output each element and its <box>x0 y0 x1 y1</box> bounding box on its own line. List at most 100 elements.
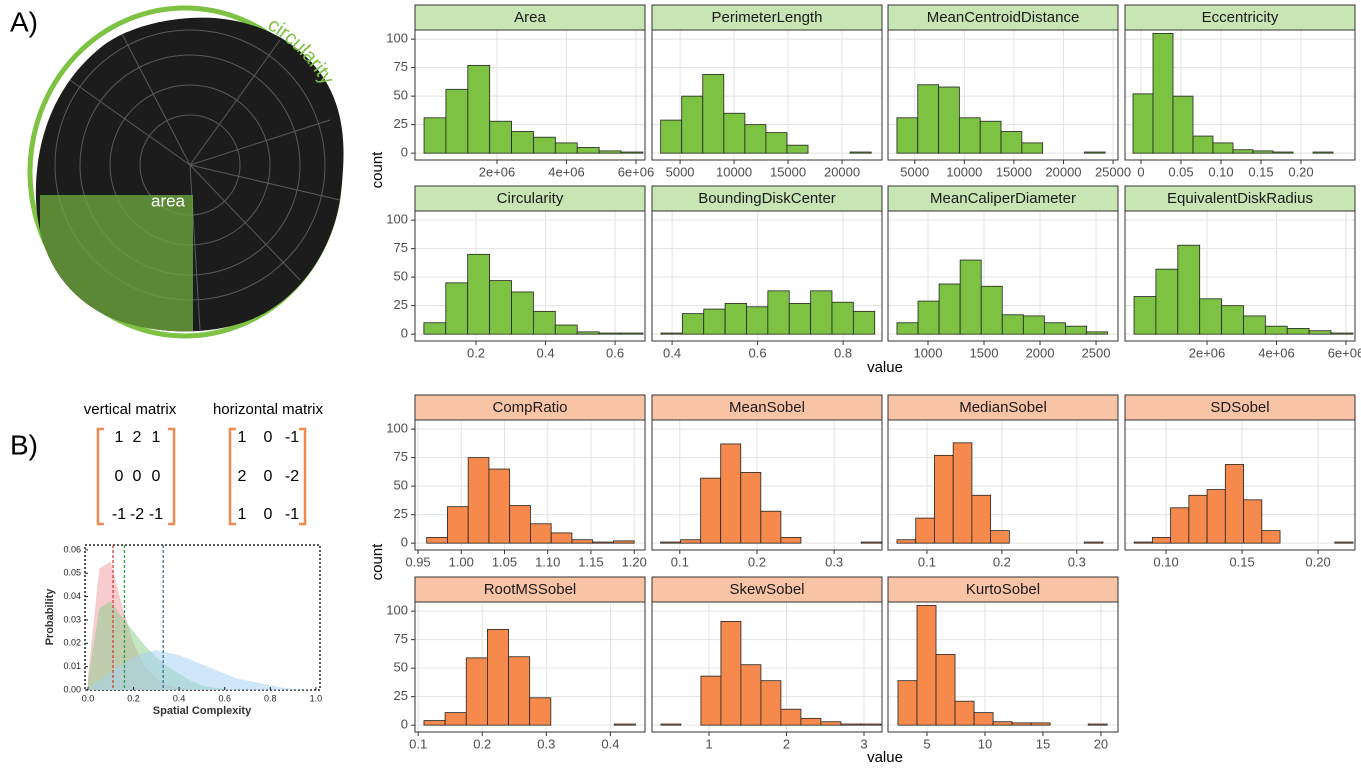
bar <box>980 121 1001 153</box>
bar <box>577 332 599 334</box>
bar <box>681 540 701 543</box>
bar <box>1156 269 1178 334</box>
bar <box>490 281 512 335</box>
bar <box>533 137 555 153</box>
x-tick-label: 0.10 <box>1153 554 1178 569</box>
x-tick-label: 0.6 <box>218 693 231 703</box>
x-tick-label: 0.2 <box>467 345 485 360</box>
bar <box>1309 331 1331 334</box>
y-tick-label: 0.02 <box>63 638 81 648</box>
y-tick-label: 25 <box>394 506 408 521</box>
x-tick-label: 0.20 <box>1305 554 1330 569</box>
bar <box>916 518 935 543</box>
bar <box>593 542 614 543</box>
area-label: area <box>151 191 186 210</box>
y-axis-title: count <box>369 151 386 189</box>
bar <box>917 605 936 725</box>
bar <box>468 254 490 334</box>
bar <box>811 291 832 334</box>
page: area circularity A) B) vertical matrix h… <box>0 0 1361 768</box>
bar <box>897 118 918 153</box>
y-tick-label: 50 <box>394 660 408 675</box>
bar <box>918 85 939 153</box>
x-tick-label: 20000 <box>1045 164 1081 179</box>
x-tick-label: 2500 <box>1082 345 1111 360</box>
bar <box>721 444 741 543</box>
x-tick-label: 0.15 <box>1229 554 1254 569</box>
bar <box>555 325 577 334</box>
bar <box>510 506 531 544</box>
bar <box>509 657 530 725</box>
matrix-entry: 0 <box>115 468 124 485</box>
bar <box>1313 152 1333 153</box>
bar <box>1193 136 1213 153</box>
y-tick-label: 75 <box>394 631 408 646</box>
x-tick-label: 0.2 <box>748 554 766 569</box>
facet-title: KurtoSobel <box>966 581 1040 598</box>
y-tick-label: 50 <box>394 269 408 284</box>
facet-title: SDSobel <box>1210 399 1269 416</box>
matrix-entry: -1 <box>285 506 299 523</box>
bar <box>424 118 446 153</box>
bar <box>821 722 841 725</box>
x-tick-label: 2000 <box>1026 345 1055 360</box>
bar <box>682 314 703 335</box>
bar <box>1233 150 1253 153</box>
bar <box>960 260 981 334</box>
y-tick-label: 50 <box>394 88 408 103</box>
y-tick-label: 100 <box>386 603 408 618</box>
bar <box>427 537 448 543</box>
bar <box>1287 328 1309 334</box>
facet-title: Area <box>514 9 546 26</box>
bar <box>424 721 445 726</box>
bar <box>1023 316 1044 334</box>
bar <box>1044 323 1065 334</box>
facet-title: Circularity <box>497 190 564 207</box>
bar <box>934 455 953 543</box>
bar <box>1171 508 1189 543</box>
bar <box>577 147 599 153</box>
bracket <box>299 429 305 524</box>
x-tick-label: 15000 <box>996 164 1032 179</box>
facet-title: PerimeterLength <box>712 9 823 26</box>
y-tick-label: 0 <box>401 717 408 732</box>
x-tick-label: 15000 <box>770 164 806 179</box>
y-tick-label: 0.05 <box>63 568 81 578</box>
bar <box>572 540 593 543</box>
facet-title: MeanCentroidDistance <box>927 9 1080 26</box>
bar <box>841 724 861 725</box>
facet-title: MeanSobel <box>729 399 805 416</box>
x-tick-label: 0.3 <box>1068 554 1086 569</box>
bar <box>955 701 974 725</box>
x-tick-label: 1.10 <box>535 554 560 569</box>
x-tick-label: 6e+06 <box>618 164 655 179</box>
bar <box>781 537 801 543</box>
bar <box>661 724 681 725</box>
bar <box>939 284 960 334</box>
bar <box>533 311 555 334</box>
bar <box>1088 724 1107 725</box>
x-tick-label: 1 <box>705 736 712 751</box>
bar <box>468 458 489 544</box>
matrix-entry: 0 <box>264 506 273 523</box>
bar <box>599 333 621 334</box>
x-tick-label: 0.2 <box>473 736 491 751</box>
bar <box>613 541 634 543</box>
bar <box>551 533 572 543</box>
x-tick-label: 0.95 <box>405 554 430 569</box>
x-tick-label: 5000 <box>900 164 929 179</box>
x-tick-label: 0.4 <box>601 736 619 751</box>
y-tick-label: 25 <box>394 116 408 131</box>
bar <box>850 152 871 153</box>
panel-label: B) <box>10 429 38 460</box>
x-tick-label: 1.00 <box>449 554 474 569</box>
x-tick-label: 0.6 <box>749 345 767 360</box>
x-tick-label: 0.4 <box>173 693 186 703</box>
bar <box>1207 490 1225 544</box>
bar <box>991 531 1010 544</box>
bar <box>660 542 680 543</box>
specimen-image: area circularity <box>30 8 344 340</box>
matrix-entry: -2 <box>130 506 144 523</box>
bar <box>1253 151 1273 153</box>
bar <box>801 718 821 725</box>
